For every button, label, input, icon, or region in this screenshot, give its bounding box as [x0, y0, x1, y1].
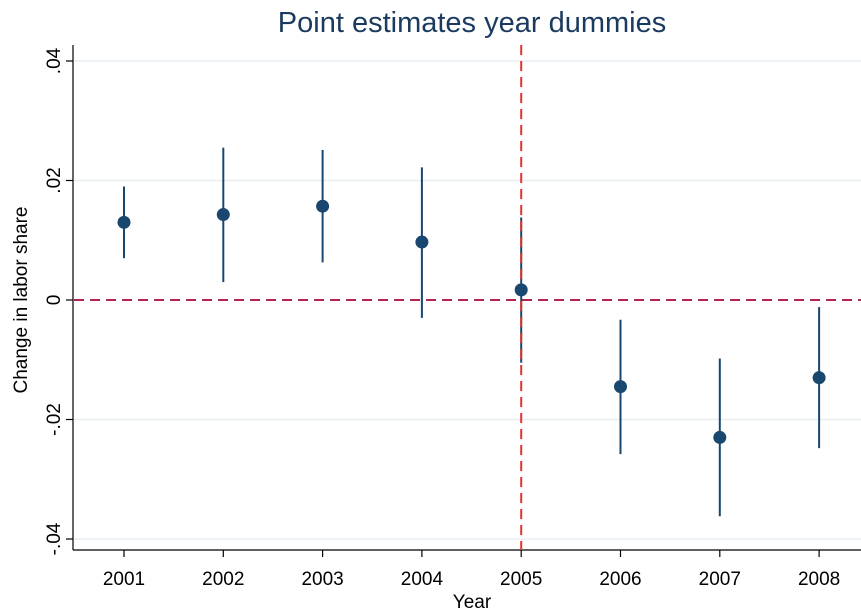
x-tick-label: 2007 — [699, 569, 741, 590]
axes: -.04 -.02 0 .02 .04 2001 2002 2003 2004 2005 2006 2… — [44, 45, 861, 590]
point-estimate — [316, 199, 330, 213]
x-tick-label: 2005 — [500, 569, 542, 590]
x-tick-label: 2008 — [798, 569, 840, 590]
point-estimate — [713, 430, 727, 444]
x-axis-label: Year — [453, 592, 492, 613]
y-tick-label: .04 — [44, 47, 65, 74]
y-tick-label: -.04 — [44, 522, 65, 555]
point-estimate — [614, 380, 627, 394]
x-tick-label: 2002 — [202, 569, 244, 590]
y-tick-label: 0 — [44, 295, 65, 306]
point-estimate — [117, 215, 131, 229]
x-tick-label: 2001 — [103, 569, 145, 590]
y-tick-label: -.02 — [44, 403, 65, 436]
x-tick-label: 2006 — [599, 569, 641, 590]
y-axis-label: Change in labor share — [11, 207, 32, 394]
point-estimate — [216, 208, 230, 222]
point-estimate — [514, 283, 528, 297]
y-tick-label: .02 — [44, 167, 65, 193]
chart-title: Point estimates year dummies — [278, 7, 666, 39]
data-points — [123, 147, 821, 517]
x-tick-label: 2003 — [301, 569, 343, 590]
point-estimate — [812, 371, 826, 385]
gridlines — [74, 60, 861, 540]
point-estimate — [415, 235, 429, 249]
x-tick-label: 2004 — [401, 569, 444, 590]
